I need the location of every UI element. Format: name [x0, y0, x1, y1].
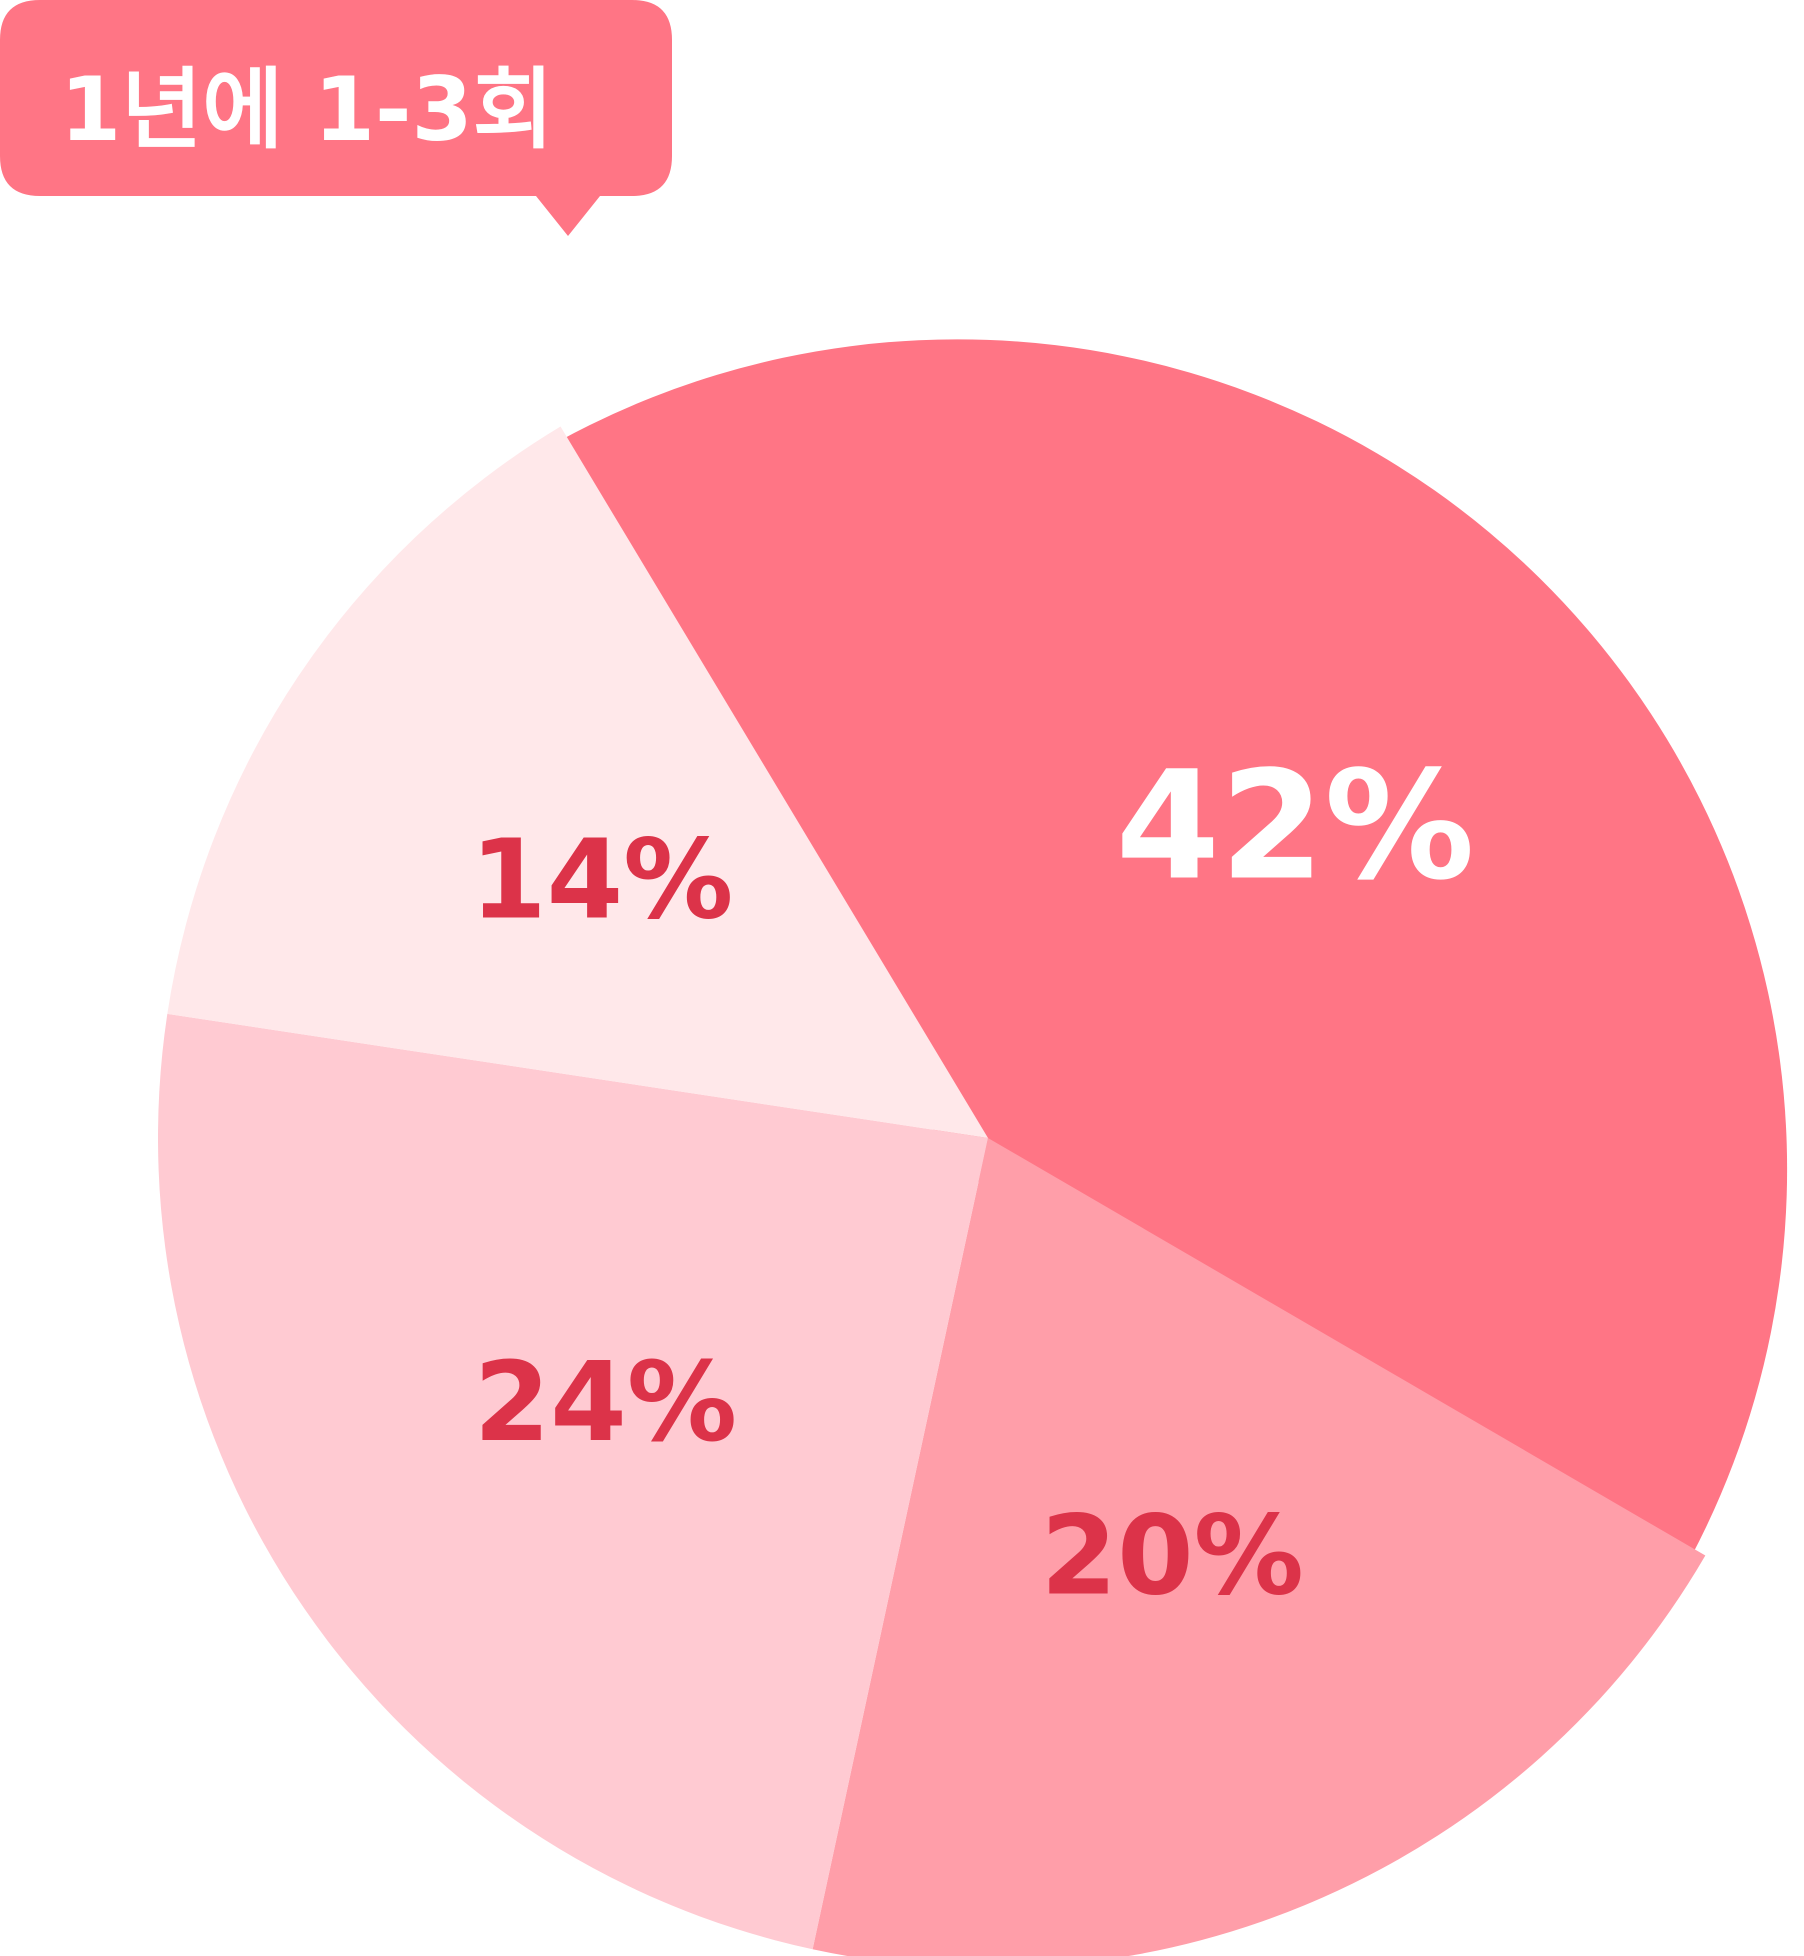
callout-label: 1년에 1-3회	[60, 58, 554, 161]
slice-label-2: 20%	[1041, 1492, 1304, 1620]
pie-slice-1	[529, 339, 1788, 1587]
slice-label-4: 14%	[470, 815, 733, 943]
pie-slices	[157, 339, 1788, 1956]
callout-badge: 1년에 1-3회	[0, 0, 672, 236]
slice-label-3: 24%	[474, 1338, 737, 1466]
pie-slice-2	[812, 1138, 1706, 1956]
pie-labels: 42% 20% 24% 14%	[470, 740, 1475, 1620]
callout-bubble	[0, 0, 672, 236]
pie-slice-3	[157, 1013, 988, 1950]
pie-slice-4	[167, 426, 988, 1138]
slice-label-1: 42%	[1116, 740, 1475, 914]
